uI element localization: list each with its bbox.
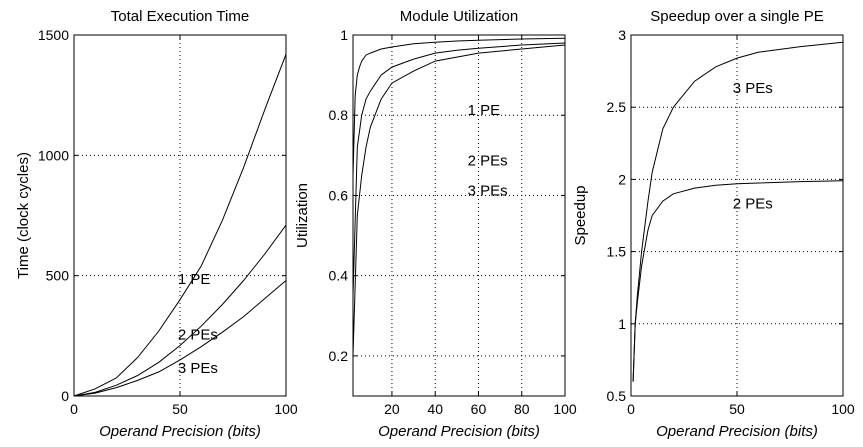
x-tick-label: 80 <box>514 401 530 417</box>
series-annotation: 2 PEs <box>178 326 218 343</box>
x-tick-label: 50 <box>172 401 188 417</box>
series-line-3-pes <box>632 41 844 382</box>
series-annotation: 3 PEs <box>468 182 508 199</box>
series-annotation: 2 PEs <box>733 195 773 212</box>
series-line-1-pe <box>352 37 566 176</box>
y-tick-label: 1 <box>340 27 348 43</box>
x-tick-label: 40 <box>427 401 443 417</box>
y-tick-label: 1500 <box>38 27 69 43</box>
series-line-2-pes <box>352 42 566 296</box>
y-axis-label: Utilization <box>294 183 311 248</box>
x-tick-label: 100 <box>831 401 855 417</box>
y-tick-label: 0.4 <box>329 268 349 284</box>
y-tick-label: 0.5 <box>607 388 627 404</box>
series-annotation: 1 PE <box>468 102 501 119</box>
y-axis-label: Time (clock cycles) <box>15 152 32 279</box>
y-tick-label: 1000 <box>38 147 69 163</box>
x-tick-label: 60 <box>471 401 487 417</box>
x-tick-label: 100 <box>553 401 577 417</box>
chart-panel-3: 0 50 100 0.5 1 1.5 2 2.5 3 3 PEs 2 PEs Speedup over… <box>572 8 855 440</box>
x-tick-label: 0 <box>70 401 78 417</box>
x-tick-label: 20 <box>384 401 400 417</box>
series-line-1-pe <box>73 54 287 397</box>
series-annotation: 1 PE <box>178 271 211 288</box>
x-axis-label: Operand Precision (bits) <box>378 423 540 440</box>
y-tick-label: 0.2 <box>329 348 349 364</box>
x-tick-label: 0 <box>627 401 635 417</box>
x-tick-label: 100 <box>274 401 298 417</box>
y-axis-label: Speedup <box>572 185 589 245</box>
series-annotation: 2 PEs <box>468 152 508 169</box>
chart-title: Total Execution Time <box>111 8 249 25</box>
chart-title: Module Utilization <box>400 8 518 25</box>
chart-title: Speedup over a single PE <box>650 8 823 25</box>
y-tick-label: 3 <box>618 27 626 43</box>
series-line-2-pes <box>632 180 844 382</box>
x-axis-label: Operand Precision (bits) <box>99 423 261 440</box>
y-tick-label: 1.5 <box>607 244 627 260</box>
y-tick-label: 0.6 <box>329 187 349 203</box>
y-tick-label: 0 <box>61 388 69 404</box>
y-tick-label: 1 <box>618 316 626 332</box>
series-annotation: 3 PEs <box>733 80 773 97</box>
y-tick-label: 500 <box>46 268 70 284</box>
series-line-2-pes <box>73 224 287 397</box>
series-annotation: 3 PEs <box>178 360 218 377</box>
y-tick-label: 0.8 <box>329 107 349 123</box>
series-line-3-pes <box>73 280 287 397</box>
y-tick-label: 2 <box>618 171 626 187</box>
y-tick-label: 2.5 <box>607 99 627 115</box>
axes-frame <box>352 34 566 397</box>
chart-panel-2: 20 40 60 80 100 0.2 0.4 0.6 0.8 1 1 PE 2 PEs 3 PEs Mo… <box>294 8 577 440</box>
series-line-3-pes <box>352 44 566 356</box>
x-tick-label: 50 <box>729 401 745 417</box>
x-axis-label: Operand Precision (bits) <box>656 423 818 440</box>
